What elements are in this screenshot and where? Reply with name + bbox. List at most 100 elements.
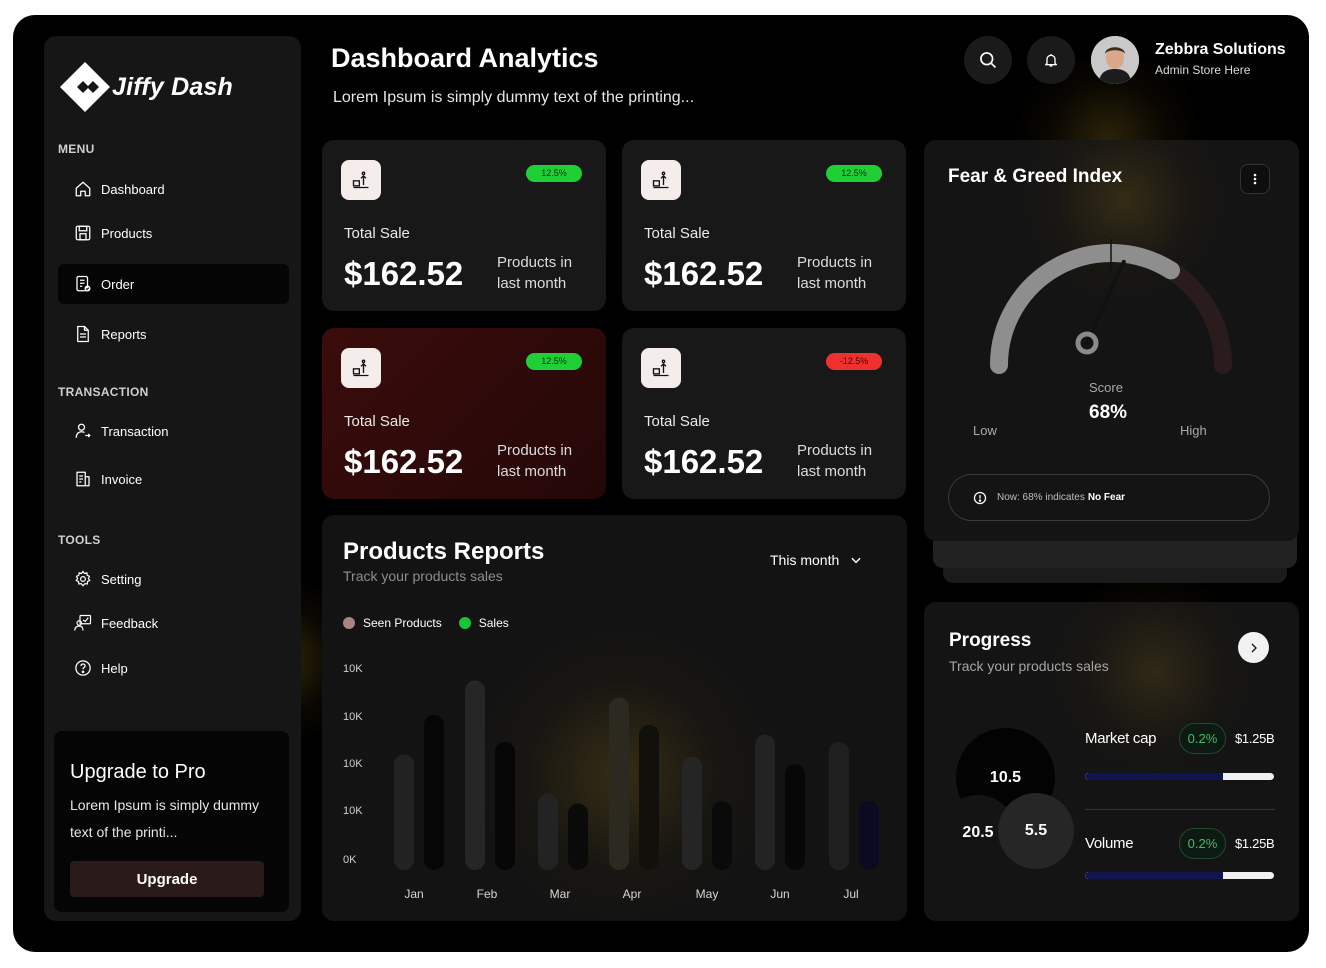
- stat-label: Total Sale: [344, 413, 410, 430]
- chart-legend: Seen Products Sales: [343, 616, 526, 630]
- package-upload-icon: [652, 359, 669, 377]
- sidebar-item-setting[interactable]: Setting: [58, 559, 289, 599]
- fear-greed-card: Fear & Greed Index Score 68% Low High No…: [924, 140, 1299, 541]
- avatar[interactable]: [1091, 36, 1139, 84]
- stat-badge: 12.5%: [826, 165, 882, 182]
- stat-card[interactable]: 12.5% Total Sale $162.52 Products in las…: [322, 140, 606, 311]
- bar-sales[interactable]: [712, 801, 732, 870]
- x-tick-label: Jan: [404, 887, 423, 901]
- bar-sales[interactable]: [785, 764, 805, 870]
- divider: [1085, 809, 1275, 810]
- bar-seen-products[interactable]: [465, 680, 485, 870]
- chevron-right-icon: [1251, 643, 1257, 652]
- stat-card[interactable]: -12.5% Total Sale $162.52 Products in la…: [622, 328, 906, 499]
- sidebar-item-products[interactable]: Products: [58, 213, 289, 253]
- bubble-value: 5.5: [1024, 822, 1048, 839]
- progress-title: Progress: [949, 630, 1032, 651]
- sidebar: Jiffy Dash MENU Dashboard Products Order…: [44, 36, 301, 921]
- sidebar-item-order[interactable]: Order: [58, 264, 289, 304]
- notification-button[interactable]: [1027, 36, 1075, 84]
- user-role: Admin Store Here: [1155, 63, 1251, 77]
- sidebar-item-label: Order: [101, 276, 135, 292]
- search-button[interactable]: [964, 36, 1012, 84]
- x-tick-label: Apr: [623, 887, 642, 901]
- x-tick-label: Feb: [477, 887, 498, 901]
- upgrade-card: Upgrade to Pro Lorem Ipsum is simply dum…: [54, 731, 289, 912]
- bubble-value: 20.5: [962, 824, 994, 841]
- stat-value: $162.52: [644, 255, 764, 292]
- diamond-logo-icon: [58, 60, 112, 114]
- bar-seen-products[interactable]: [609, 697, 629, 870]
- bar-seen-products[interactable]: [755, 734, 775, 870]
- fear-greed-title: Fear & Greed Index: [948, 166, 1123, 187]
- metric-change-pill: 0.2%: [1179, 723, 1226, 754]
- info-text: Now: 68% indicates: [997, 492, 1085, 503]
- bar-seen-products[interactable]: [829, 741, 849, 870]
- legend-item-sales[interactable]: Sales: [458, 616, 509, 630]
- bar-seen-products[interactable]: [394, 754, 414, 870]
- reports-title: Products Reports: [343, 538, 545, 565]
- legend-dot: [343, 617, 355, 629]
- metric-label: Market cap: [1085, 730, 1157, 747]
- gauge-fill: [990, 244, 1180, 374]
- search-icon: [980, 52, 997, 69]
- invoice-icon: [76, 471, 90, 487]
- legend-label: Seen Products: [363, 616, 442, 630]
- sidebar-item-label: Feedback: [101, 615, 159, 631]
- info-icon: [973, 491, 987, 504]
- progress-subtitle: Track your products sales: [949, 658, 1109, 674]
- bar-sales[interactable]: [424, 714, 444, 870]
- y-tick-label: 10K: [343, 711, 363, 723]
- sidebar-item-invoice[interactable]: Invoice: [58, 459, 289, 499]
- sidebar-item-feedback[interactable]: Feedback: [58, 603, 289, 643]
- stat-label: Total Sale: [644, 225, 710, 242]
- stat-label: Total Sale: [344, 225, 410, 242]
- legend-label: Sales: [478, 616, 509, 630]
- sidebar-item-dashboard[interactable]: Dashboard: [58, 169, 289, 209]
- brand-name: Jiffy Dash: [112, 72, 234, 101]
- y-tick-label: 10K: [343, 663, 363, 675]
- progress-card: Progress Track your products sales 10.5 …: [924, 602, 1299, 921]
- brand-logo[interactable]: Jiffy Dash: [58, 60, 233, 114]
- bar-seen-products[interactable]: [682, 756, 702, 870]
- period-dropdown[interactable]: This month: [770, 552, 863, 568]
- sidebar-item-label: Products: [101, 225, 153, 241]
- feedback-icon: [74, 614, 92, 631]
- x-tick-label: Mar: [550, 887, 571, 901]
- document-icon: [77, 325, 89, 343]
- more-options-button[interactable]: [1240, 164, 1270, 194]
- stat-icon: [341, 348, 381, 388]
- sidebar-item-help[interactable]: Help: [58, 648, 289, 688]
- bar-sales[interactable]: [568, 803, 588, 870]
- gauge-needle: [1085, 259, 1126, 345]
- sidebar-item-reports[interactable]: Reports: [58, 314, 289, 354]
- bar-sales[interactable]: [495, 741, 515, 870]
- stat-card[interactable]: 12.5% Total Sale $162.52 Products in las…: [622, 140, 906, 311]
- bar-sales[interactable]: [639, 724, 659, 870]
- stat-card[interactable]: 12.5% Total Sale $162.52 Products in las…: [322, 328, 606, 499]
- legend-dot: [458, 617, 471, 629]
- sidebar-item-label: Setting: [101, 571, 142, 587]
- section-title-tools: TOOLS: [58, 533, 101, 547]
- gear-icon: [75, 570, 91, 587]
- bubble-value: 10.5: [989, 768, 1022, 786]
- bar-chart: 10K 10K 10K 10K 0K Jan Feb Mar Apr May Jun Jul: [343, 663, 879, 901]
- package-upload-icon: [652, 171, 669, 189]
- bar-sales[interactable]: [859, 801, 879, 870]
- upgrade-button[interactable]: Upgrade: [70, 861, 264, 897]
- sidebar-item-label: Help: [101, 660, 128, 676]
- user-name[interactable]: Zebbra Solutions: [1155, 41, 1286, 58]
- sidebar-item-label: Invoice: [101, 471, 143, 487]
- page-subtitle: Lorem Ipsum is simply dummy text of the …: [333, 89, 695, 106]
- upgrade-text: Lorem Ipsum is simply dummy text of the …: [70, 797, 260, 840]
- stat-note: Products in last month: [497, 254, 573, 292]
- x-tick-label: May: [696, 887, 719, 901]
- products-reports-panel: Products Reports Track your products sal…: [322, 515, 907, 921]
- sidebar-item-label: Reports: [101, 326, 147, 342]
- bar-seen-products[interactable]: [538, 793, 558, 870]
- sidebar-item-transaction[interactable]: Transaction: [58, 411, 289, 451]
- next-button[interactable]: [1238, 632, 1269, 663]
- metric-change-pill: 0.2%: [1179, 828, 1226, 859]
- y-tick-label: 10K: [343, 805, 363, 817]
- legend-item-seen-products[interactable]: Seen Products: [343, 616, 442, 630]
